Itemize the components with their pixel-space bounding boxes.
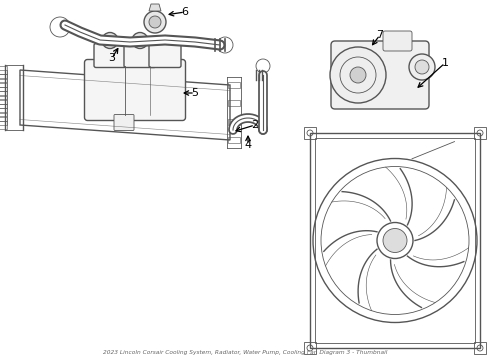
Bar <box>474 342 486 354</box>
Bar <box>0 75 7 82</box>
Text: 1: 1 <box>441 58 448 68</box>
Bar <box>474 127 486 139</box>
Text: 4: 4 <box>245 140 251 150</box>
Bar <box>0 79 7 87</box>
Bar <box>310 133 480 348</box>
Text: 7: 7 <box>376 30 384 40</box>
FancyBboxPatch shape <box>124 44 156 68</box>
Bar <box>0 96 7 104</box>
Bar <box>0 117 7 125</box>
Circle shape <box>106 36 114 45</box>
Bar <box>228 82 240 88</box>
Bar <box>0 113 7 121</box>
Text: 5: 5 <box>192 88 198 98</box>
Circle shape <box>330 47 386 103</box>
Bar <box>304 127 316 139</box>
Bar <box>0 66 7 74</box>
Circle shape <box>149 16 161 28</box>
Bar <box>0 100 7 108</box>
Circle shape <box>415 60 429 74</box>
FancyBboxPatch shape <box>84 59 186 121</box>
Text: 2: 2 <box>251 120 259 130</box>
Circle shape <box>102 32 118 49</box>
Circle shape <box>383 229 407 252</box>
Text: 6: 6 <box>181 7 189 17</box>
Bar <box>0 70 7 78</box>
Text: 2023 Lincoln Corsair Cooling System, Radiator, Water Pump, Cooling Fan Diagram 3: 2023 Lincoln Corsair Cooling System, Rad… <box>103 350 387 355</box>
FancyBboxPatch shape <box>94 44 126 68</box>
Bar <box>0 108 7 116</box>
Bar <box>0 87 7 95</box>
Bar <box>315 138 475 343</box>
FancyBboxPatch shape <box>149 44 181 68</box>
FancyBboxPatch shape <box>383 31 412 51</box>
Circle shape <box>409 54 435 80</box>
Bar <box>0 104 7 112</box>
Bar <box>304 342 316 354</box>
Bar <box>0 121 7 129</box>
Circle shape <box>144 11 166 33</box>
Bar <box>228 100 240 106</box>
Text: 3: 3 <box>108 53 116 63</box>
Circle shape <box>136 36 144 45</box>
FancyBboxPatch shape <box>114 114 134 130</box>
FancyBboxPatch shape <box>331 41 429 109</box>
Circle shape <box>350 67 366 83</box>
Bar <box>228 137 240 143</box>
Bar <box>0 91 7 99</box>
Bar <box>228 119 240 125</box>
Polygon shape <box>149 4 161 11</box>
Bar <box>0 83 7 91</box>
Circle shape <box>132 32 148 49</box>
